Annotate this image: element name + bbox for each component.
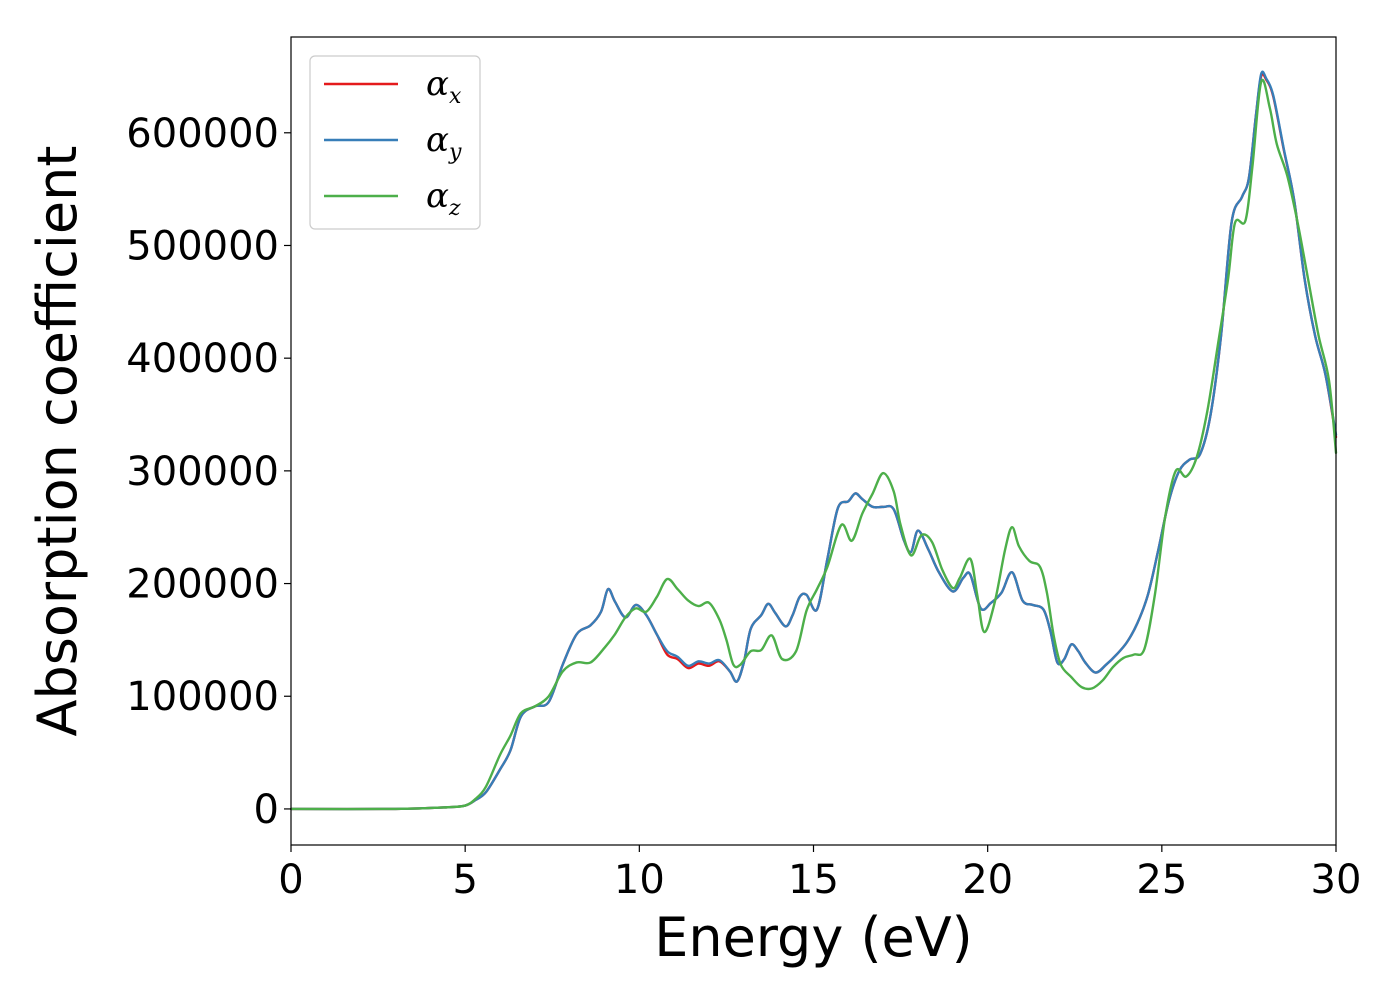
legend-label-y: αy — [426, 120, 462, 165]
x-tick-label: 10 — [614, 857, 665, 903]
x-tick-label: 30 — [1311, 857, 1362, 903]
x-tick-label: 0 — [278, 857, 303, 903]
series-line-z — [289, 78, 1338, 811]
x-axis-ticks: 0 5 10 15 20 25 30 — [278, 845, 1361, 903]
x-tick-label: 25 — [1136, 857, 1187, 903]
y-axis-title: Absorption coefficient — [26, 146, 89, 737]
y-tick-label: 0 — [254, 787, 279, 833]
series-lines — [289, 70, 1338, 811]
x-tick-label: 20 — [962, 857, 1013, 903]
y-tick-label: 500000 — [126, 223, 279, 269]
y-tick-label: 600000 — [126, 111, 279, 157]
y-axis-ticks: 0 100000 200000 300000 400000 500000 600000 — [126, 111, 291, 833]
legend-label-x: αx — [426, 64, 462, 109]
legend-box — [309, 55, 481, 230]
x-axis-title: Energy (eV) — [654, 906, 973, 969]
y-tick-label: 300000 — [126, 449, 279, 495]
series-line-y — [289, 70, 1338, 811]
legend-label-z: αz — [426, 176, 461, 221]
x-tick-label: 5 — [452, 857, 477, 903]
legend: αx αy αz — [309, 55, 481, 230]
x-tick-label: 15 — [788, 857, 839, 903]
y-tick-label: 400000 — [126, 336, 279, 382]
y-tick-label: 100000 — [126, 674, 279, 720]
y-tick-label: 200000 — [126, 562, 279, 608]
